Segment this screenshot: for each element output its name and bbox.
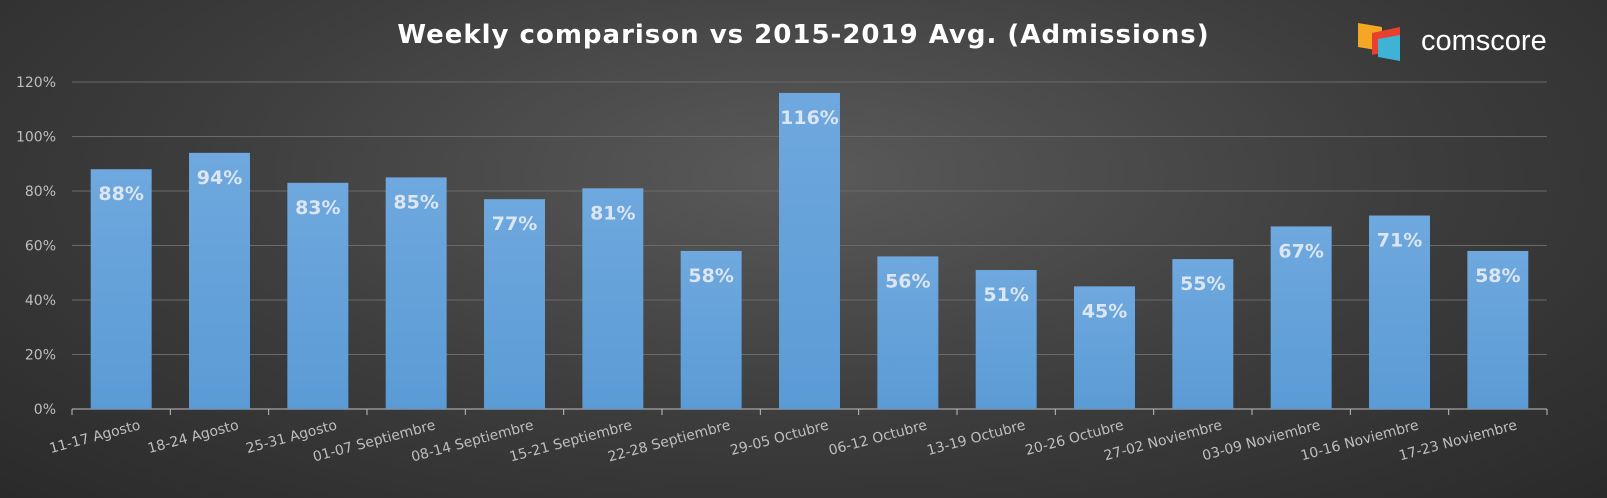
- bar: [975, 270, 1037, 409]
- y-tick-label: 0%: [34, 402, 56, 418]
- bar-value-label: 81%: [590, 202, 635, 224]
- bar-value-label: 88%: [98, 183, 143, 205]
- x-tick-label: 06-12 Octubre: [827, 417, 929, 459]
- bar-value-label: 55%: [1180, 273, 1225, 295]
- bar: [877, 256, 939, 409]
- x-tick-label: 18-24 Agosto: [146, 417, 240, 457]
- bar-value-label: 58%: [1475, 265, 1520, 287]
- bar: [189, 152, 250, 409]
- chart-title: Weekly comparison vs 2015-2019 Avg. (Adm…: [397, 20, 1210, 50]
- bar: [90, 169, 152, 409]
- bar-value-label: 51%: [983, 284, 1028, 306]
- brand-name: comscore: [1421, 25, 1547, 57]
- bar-value-label: 94%: [197, 167, 242, 189]
- bar-value-label: 83%: [295, 197, 340, 219]
- bar: [385, 177, 447, 409]
- bar-value-label: 116%: [780, 107, 839, 129]
- bar-value-label: 85%: [393, 191, 438, 213]
- bar: [1467, 250, 1529, 409]
- bar-value-label: 45%: [1082, 300, 1127, 322]
- bar-value-label: 71%: [1377, 230, 1422, 252]
- y-tick-label: 120%: [16, 75, 56, 91]
- bar: [484, 199, 545, 409]
- bar: [1270, 226, 1332, 409]
- comscore-logo-icon: [1358, 23, 1400, 61]
- x-tick-label: 13-19 Octubre: [925, 417, 1027, 459]
- y-tick-label: 20%: [25, 348, 56, 364]
- bar: [1074, 286, 1135, 409]
- bar: [1172, 259, 1234, 409]
- x-tick-label: 29-05 Octubre: [729, 417, 831, 459]
- y-tick-label: 100%: [16, 130, 56, 146]
- bar: [1369, 215, 1430, 409]
- bar: [582, 188, 644, 409]
- bar-value-label: 58%: [688, 265, 733, 287]
- bar-value-label: 77%: [492, 213, 537, 235]
- bar-value-label: 67%: [1278, 240, 1323, 262]
- x-tick-label: 11-17 Agosto: [48, 417, 142, 457]
- y-tick-label: 40%: [25, 293, 56, 309]
- bar: [779, 92, 840, 410]
- bar: [680, 250, 742, 409]
- y-tick-label: 80%: [25, 184, 56, 200]
- comscore-logo: comscore: [1356, 21, 1586, 65]
- bar: [287, 182, 349, 409]
- bar-value-label: 56%: [885, 270, 930, 292]
- y-tick-label: 60%: [25, 239, 56, 255]
